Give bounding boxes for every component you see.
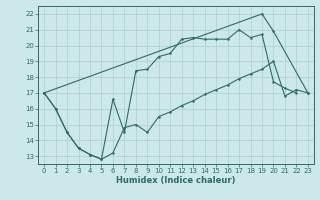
X-axis label: Humidex (Indice chaleur): Humidex (Indice chaleur) xyxy=(116,176,236,185)
